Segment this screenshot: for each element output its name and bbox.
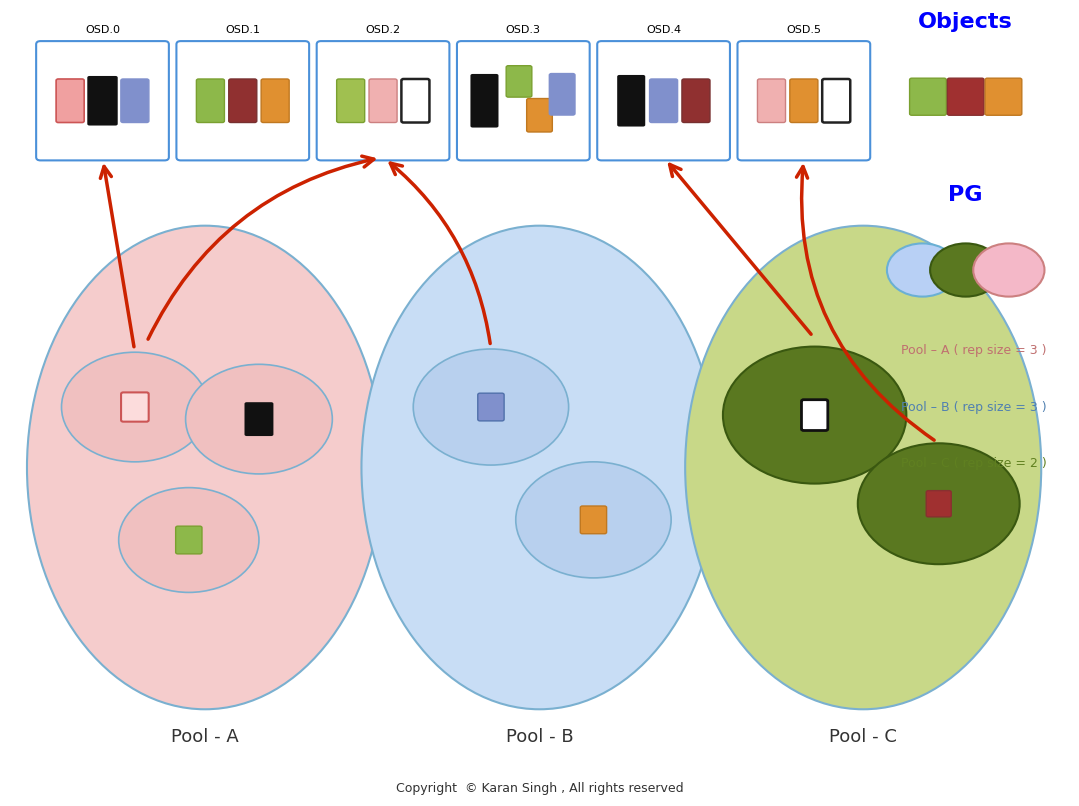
FancyBboxPatch shape bbox=[790, 79, 818, 123]
FancyBboxPatch shape bbox=[757, 79, 786, 123]
Text: OSD.4: OSD.4 bbox=[646, 25, 681, 35]
FancyBboxPatch shape bbox=[401, 79, 429, 123]
Text: OSD.1: OSD.1 bbox=[226, 25, 260, 35]
FancyBboxPatch shape bbox=[56, 79, 84, 123]
FancyBboxPatch shape bbox=[682, 79, 710, 123]
Ellipse shape bbox=[27, 226, 383, 709]
FancyBboxPatch shape bbox=[245, 402, 273, 436]
Circle shape bbox=[62, 352, 208, 462]
FancyBboxPatch shape bbox=[650, 79, 678, 123]
FancyBboxPatch shape bbox=[527, 98, 552, 132]
FancyBboxPatch shape bbox=[37, 41, 168, 160]
FancyBboxPatch shape bbox=[317, 41, 450, 160]
FancyBboxPatch shape bbox=[802, 400, 828, 430]
Ellipse shape bbox=[685, 226, 1041, 709]
Text: Pool - B: Pool - B bbox=[506, 729, 573, 746]
FancyBboxPatch shape bbox=[369, 79, 397, 123]
Text: Pool – C ( rep size = 2 ): Pool – C ( rep size = 2 ) bbox=[901, 457, 1047, 470]
Circle shape bbox=[516, 462, 671, 578]
FancyBboxPatch shape bbox=[549, 73, 575, 115]
Circle shape bbox=[413, 349, 569, 465]
FancyBboxPatch shape bbox=[506, 65, 532, 97]
FancyBboxPatch shape bbox=[926, 491, 952, 517]
FancyBboxPatch shape bbox=[822, 79, 850, 123]
FancyBboxPatch shape bbox=[617, 75, 645, 127]
FancyBboxPatch shape bbox=[598, 41, 729, 160]
Circle shape bbox=[119, 488, 259, 592]
Text: OSD.0: OSD.0 bbox=[85, 25, 120, 35]
Text: Objects: Objects bbox=[918, 12, 1013, 32]
Circle shape bbox=[887, 243, 958, 297]
FancyBboxPatch shape bbox=[985, 78, 1022, 115]
FancyBboxPatch shape bbox=[457, 41, 589, 160]
Text: Pool - C: Pool - C bbox=[830, 729, 897, 746]
FancyBboxPatch shape bbox=[337, 79, 365, 123]
FancyBboxPatch shape bbox=[478, 393, 504, 421]
Text: Copyright  © Karan Singh , All rights reserved: Copyright © Karan Singh , All rights res… bbox=[396, 782, 683, 795]
Circle shape bbox=[973, 243, 1044, 297]
Text: Pool – A ( rep size = 3 ): Pool – A ( rep size = 3 ) bbox=[901, 344, 1047, 357]
FancyBboxPatch shape bbox=[910, 78, 946, 115]
FancyBboxPatch shape bbox=[229, 79, 257, 123]
FancyBboxPatch shape bbox=[177, 41, 309, 160]
Text: Pool - A: Pool - A bbox=[172, 729, 238, 746]
FancyBboxPatch shape bbox=[738, 41, 870, 160]
Text: OSD.3: OSD.3 bbox=[506, 25, 541, 35]
Text: Pool – B ( rep size = 3 ): Pool – B ( rep size = 3 ) bbox=[901, 401, 1047, 413]
Circle shape bbox=[186, 364, 332, 474]
Text: PG: PG bbox=[948, 185, 983, 206]
Text: OSD.2: OSD.2 bbox=[366, 25, 400, 35]
Circle shape bbox=[858, 443, 1020, 564]
Circle shape bbox=[723, 347, 906, 484]
Text: OSD.5: OSD.5 bbox=[787, 25, 821, 35]
FancyBboxPatch shape bbox=[581, 506, 606, 534]
FancyBboxPatch shape bbox=[196, 79, 224, 123]
FancyBboxPatch shape bbox=[470, 74, 498, 127]
Circle shape bbox=[930, 243, 1001, 297]
FancyBboxPatch shape bbox=[121, 393, 149, 422]
Ellipse shape bbox=[361, 226, 718, 709]
FancyBboxPatch shape bbox=[87, 76, 118, 126]
FancyBboxPatch shape bbox=[176, 526, 202, 554]
FancyBboxPatch shape bbox=[261, 79, 289, 123]
FancyBboxPatch shape bbox=[121, 79, 149, 123]
FancyBboxPatch shape bbox=[947, 78, 984, 115]
